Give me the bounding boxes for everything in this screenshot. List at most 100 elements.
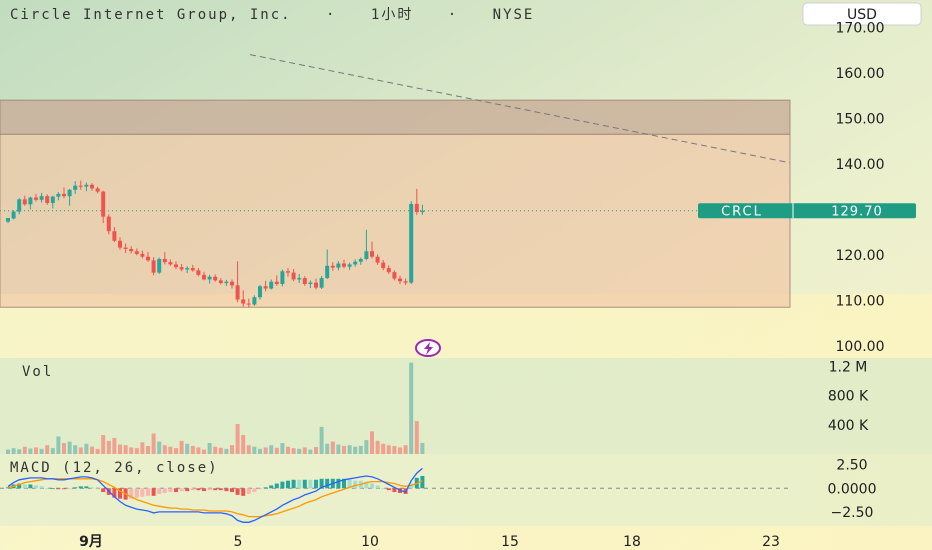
candle-body <box>140 253 145 257</box>
volume-bar <box>302 447 307 454</box>
candle-body <box>157 258 162 273</box>
time-tick-label: 9月 <box>79 534 103 550</box>
candle-body <box>370 251 374 257</box>
currency-button[interactable] <box>802 2 922 26</box>
macd-histogram-bar <box>157 488 162 494</box>
volume-bar <box>308 449 313 454</box>
macd-histogram-bar <box>246 488 251 494</box>
volume-bar <box>179 440 184 454</box>
range-zone[interactable] <box>0 133 791 308</box>
volume-bar <box>325 443 330 454</box>
macd-tick-label: −2.50 <box>831 505 874 521</box>
candle-body <box>28 197 33 205</box>
macd-histogram-bar <box>118 488 122 499</box>
candle-body <box>386 268 391 273</box>
candle-body <box>409 203 414 283</box>
candle-body <box>101 191 106 217</box>
macd-histogram-bar <box>34 485 38 489</box>
volume-bar <box>398 447 402 454</box>
volume-bar <box>235 424 240 454</box>
lightning-icon[interactable] <box>415 339 441 357</box>
candle-body <box>325 265 330 279</box>
candle-body <box>196 270 201 275</box>
price-tick-label: 160.00 <box>836 66 885 82</box>
candle-body <box>302 278 307 284</box>
macd-histogram-bar <box>67 488 72 490</box>
candle-body <box>375 256 380 263</box>
macd-histogram-bar <box>297 479 302 489</box>
macd-histogram-bar <box>84 486 89 489</box>
candle-body <box>330 265 335 268</box>
candle-body <box>112 231 117 241</box>
volume-bar <box>420 443 425 454</box>
candle-body <box>235 285 240 300</box>
candle-body <box>73 185 78 190</box>
candle-body <box>39 196 44 200</box>
volume-bar <box>286 446 290 454</box>
macd-histogram-bar <box>224 488 229 492</box>
candle-body <box>252 297 257 305</box>
volume-bar <box>291 448 296 454</box>
volume-bar <box>11 448 16 454</box>
candle-body <box>95 188 100 192</box>
macd-histogram-bar <box>241 488 246 496</box>
volume-bar <box>353 446 358 454</box>
macd-histogram-bar <box>336 478 341 489</box>
macd-histogram-bar <box>347 479 352 489</box>
candle-body <box>258 286 262 298</box>
volume-bar <box>280 443 285 454</box>
volume-bar <box>230 445 234 454</box>
resistance-zone[interactable] <box>0 99 791 135</box>
volume-bar <box>336 444 341 454</box>
volume-bar <box>207 443 212 454</box>
volume-bars <box>6 362 425 454</box>
macd-histogram-bar <box>151 488 156 496</box>
candle-body <box>151 260 156 273</box>
candle-body <box>358 258 363 262</box>
volume-bar <box>22 446 27 454</box>
macd-histogram-bar <box>302 479 307 489</box>
candle-body <box>246 303 251 305</box>
volume-bar <box>314 447 318 454</box>
candle-body <box>392 272 397 279</box>
volume-bar <box>347 445 352 454</box>
candle-body <box>414 203 419 213</box>
macd-histogram-bar <box>140 488 145 497</box>
macd-signal-line <box>7 478 423 518</box>
macd-histogram-bar <box>174 488 178 493</box>
macd-histogram-bar <box>22 484 27 489</box>
candle-body <box>162 258 167 263</box>
candle-body <box>314 282 318 288</box>
price-tick-label: 170.00 <box>836 20 885 36</box>
candle-body <box>50 196 55 203</box>
macd-histogram-bar <box>6 487 10 489</box>
candle-body <box>230 281 234 286</box>
candle-body <box>224 281 229 284</box>
candle-body <box>202 274 206 280</box>
candle-body <box>90 184 94 189</box>
macd-histogram-bar <box>101 488 106 493</box>
price-tick-label: 110.00 <box>836 293 885 309</box>
candle-body <box>263 286 268 289</box>
candle-body <box>67 189 72 197</box>
candle-body <box>185 268 190 270</box>
candle-body <box>11 211 16 219</box>
time-axis[interactable]: 9月 5 10 15 18 23 <box>79 534 780 550</box>
volume-bar <box>129 447 134 454</box>
volume-bar <box>381 443 386 454</box>
macd-histogram-bar <box>202 488 206 492</box>
candle-body <box>269 281 274 289</box>
volume-bar <box>241 435 246 454</box>
candle-body <box>297 278 302 280</box>
volume-bar <box>252 446 257 454</box>
macd-histogram-bar <box>291 479 296 489</box>
macd-histogram-bar <box>28 484 33 489</box>
candle-body <box>403 281 408 283</box>
volume-bar <box>28 448 33 454</box>
macd-line <box>7 467 423 523</box>
volume-bar <box>67 441 72 454</box>
candle-body <box>22 199 27 205</box>
candle-body <box>17 199 22 212</box>
trend-line[interactable] <box>249 54 791 164</box>
